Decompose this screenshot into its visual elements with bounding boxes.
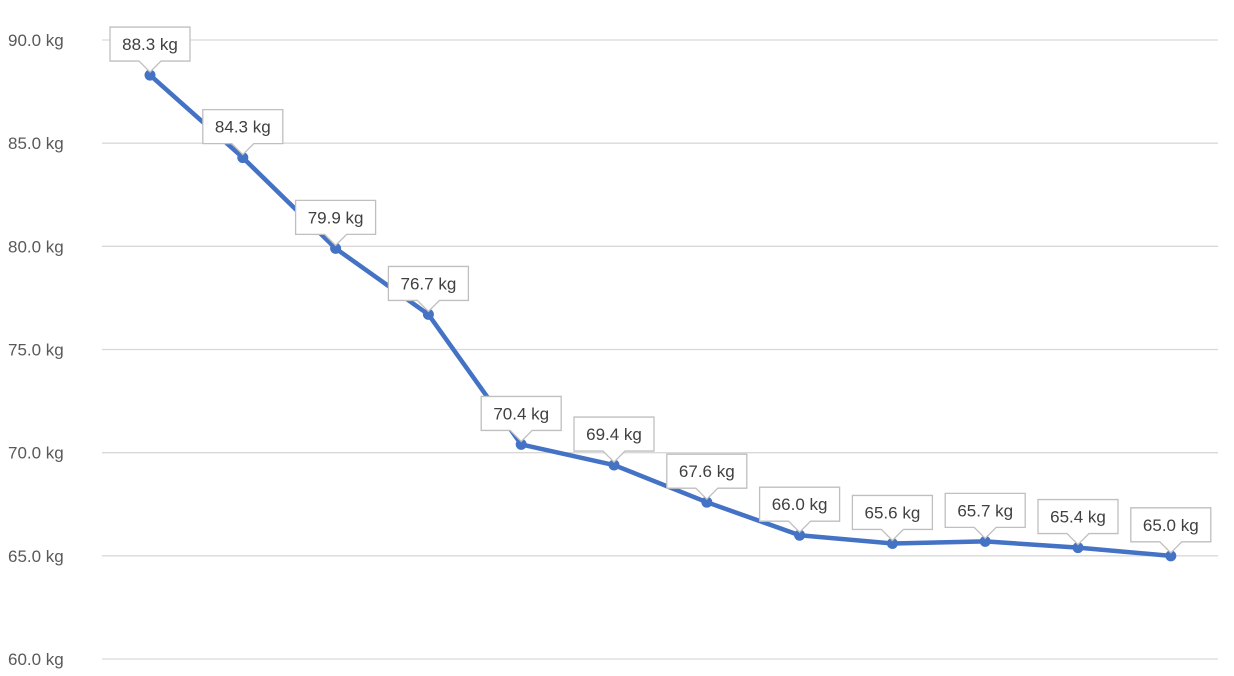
data-point <box>886 537 898 549</box>
data-point <box>1072 542 1084 554</box>
data-point <box>237 152 249 164</box>
data-label-callout <box>387 265 470 313</box>
data-point <box>701 496 713 508</box>
data-label: 65.6 kg <box>865 503 921 522</box>
y-tick-label: 70.0 kg <box>8 444 64 463</box>
data-label: 67.6 kg <box>679 462 735 481</box>
data-point <box>422 308 434 320</box>
y-tick-label: 65.0 kg <box>8 547 64 566</box>
data-label: 70.4 kg <box>493 404 549 423</box>
data-label: 76.7 kg <box>401 274 457 293</box>
data-label: 65.7 kg <box>957 501 1013 520</box>
data-label-callout <box>573 416 655 463</box>
data-label: 79.9 kg <box>308 208 364 227</box>
y-axis-tick-labels: 60.0 kg 65.0 kg 70.0 kg 75.0 kg 80.0 kg 85.0 … <box>8 31 64 669</box>
data-point <box>144 69 156 81</box>
data-point <box>608 459 620 471</box>
data-label-callout <box>202 108 284 156</box>
data-label-callout <box>1037 498 1119 546</box>
data-point <box>1165 550 1177 562</box>
data-label-callout <box>944 492 1026 540</box>
y-tick-label: 80.0 kg <box>8 237 64 256</box>
data-label: 65.0 kg <box>1143 516 1199 535</box>
data-label-callout <box>666 453 748 501</box>
data-label: 88.3 kg <box>122 35 178 54</box>
data-labels: 88.3 kg 84.3 kg 79.9 kg 76.7 kg 70.4 kg 69.4 … <box>109 26 1212 554</box>
data-label: 66.0 kg <box>772 495 828 514</box>
data-label-callout <box>851 494 934 542</box>
data-point <box>794 529 806 541</box>
data-point <box>330 242 342 254</box>
weight-line <box>147 72 1174 559</box>
data-label: 69.4 kg <box>586 425 642 444</box>
y-tick-label: 90.0 kg <box>8 31 64 50</box>
data-label-callout <box>1130 507 1212 554</box>
data-label-callout <box>109 26 191 73</box>
data-point <box>979 535 991 547</box>
y-tick-label: 85.0 kg <box>8 134 64 153</box>
y-tick-label: 75.0 kg <box>8 341 64 360</box>
data-point <box>515 438 527 450</box>
data-label-callout <box>758 486 841 534</box>
data-label: 65.4 kg <box>1050 508 1106 527</box>
data-label-callout <box>294 199 377 247</box>
data-label-callout <box>480 395 562 443</box>
gridlines <box>102 39 1218 660</box>
data-label: 84.3 kg <box>215 118 271 137</box>
y-tick-label: 60.0 kg <box>8 650 64 669</box>
